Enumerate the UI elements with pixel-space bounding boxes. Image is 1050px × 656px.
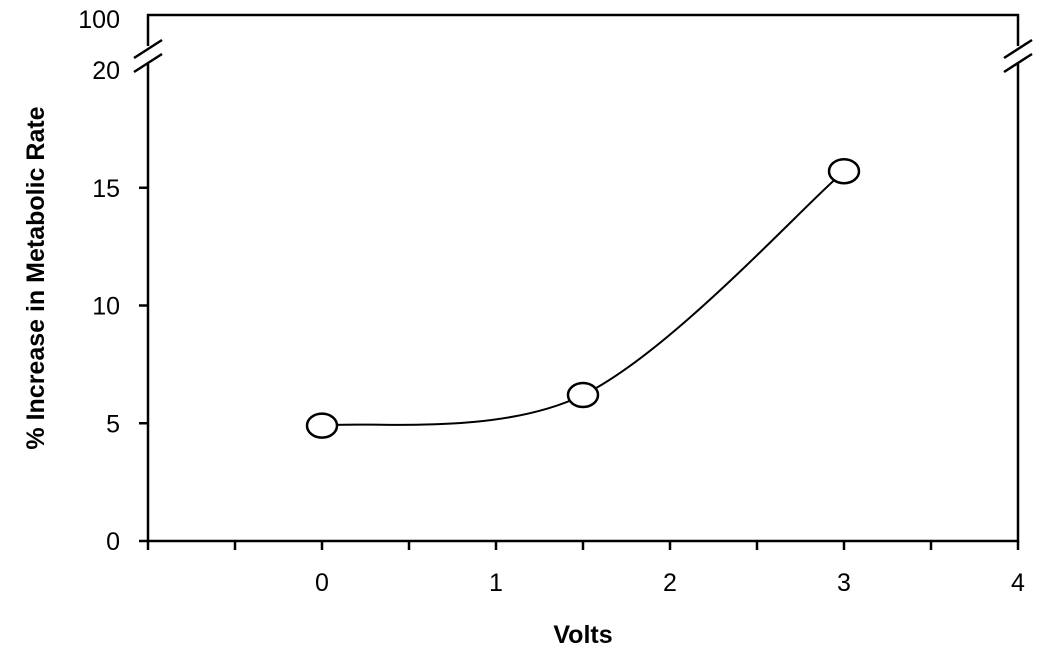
series-plot	[305, 158, 861, 439]
y-tick-label: 100	[78, 6, 120, 34]
axis-break-marks	[133, 38, 1033, 74]
plot-border	[146, 13, 1020, 543]
data-point	[305, 412, 339, 439]
x-tick-label: 0	[315, 569, 329, 597]
axis-break-slash-right	[1003, 38, 1033, 60]
data-point	[827, 158, 861, 185]
y-tick-label: 15	[92, 175, 120, 203]
x-tick-label: 1	[489, 569, 503, 597]
axis-break-slash-left	[133, 52, 163, 74]
x-tick-label: 4	[1011, 569, 1025, 597]
y-tick-label: 20	[92, 57, 120, 85]
y-tick-label: 10	[92, 293, 120, 321]
y-tick-label: 0	[106, 528, 120, 556]
tick-labels: 0 1 2 3 4 0 5 10 15 20 100	[78, 6, 1025, 597]
axis-break-slash-right	[1003, 52, 1033, 74]
y-tick-label: 5	[106, 410, 120, 438]
x-tick-label: 3	[837, 569, 851, 597]
data-point	[566, 381, 600, 409]
plot-frame	[146, 13, 1020, 543]
axis-ticks	[139, 186, 1020, 550]
x-tick-label: 2	[663, 569, 677, 597]
axis-break-slash-left	[133, 38, 163, 60]
y-axis-title: % Increase in Metabolic Rate	[22, 106, 50, 449]
x-axis-title: Volts	[553, 621, 612, 649]
